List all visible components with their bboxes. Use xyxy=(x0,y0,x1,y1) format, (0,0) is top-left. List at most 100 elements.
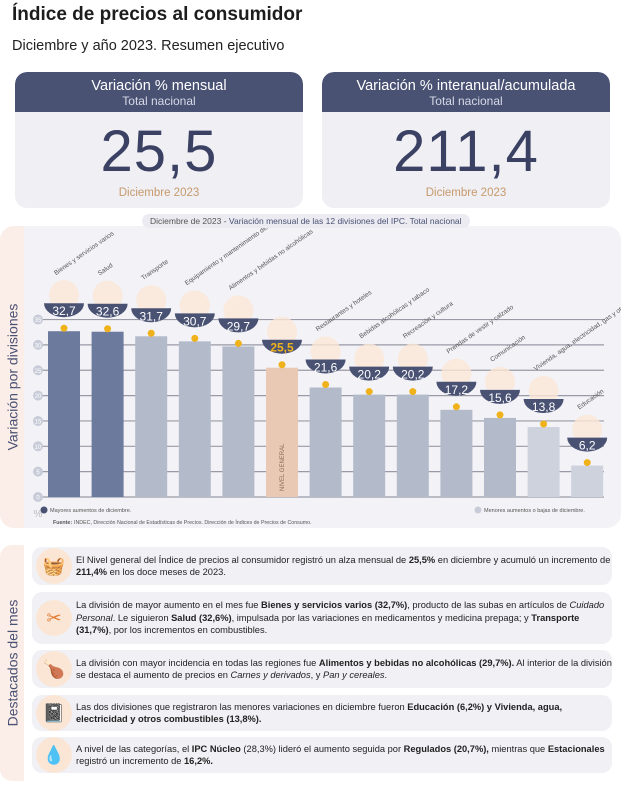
chart-title: Diciembre de 2023 - Variación mensual de… xyxy=(142,214,470,228)
y-tick-label: 30 xyxy=(35,343,42,349)
category-label: Transporte xyxy=(140,258,170,282)
bar-7 xyxy=(353,394,386,497)
value-label: 30,7 xyxy=(183,314,207,328)
category-icon xyxy=(397,343,428,374)
value-badge xyxy=(392,366,433,381)
card-value: 211,4 xyxy=(393,119,539,184)
value-label: 25,5 xyxy=(270,341,294,355)
card-title: Variación % mensual xyxy=(91,78,227,94)
value-dot xyxy=(583,459,591,467)
food-icon: 🍗 xyxy=(36,651,72,687)
monthly-variation-card: Variación % mensual Total nacional 25,5 D… xyxy=(15,72,303,208)
bar-3 xyxy=(178,341,211,497)
value-label: 20,2 xyxy=(358,368,382,382)
y-tick-label: 10 xyxy=(35,445,42,451)
food-basket-icon: 🧺 xyxy=(36,548,72,584)
value-badge xyxy=(436,381,477,396)
value-badge xyxy=(174,313,215,328)
source-label: Fuente: xyxy=(53,520,72,526)
category-icon xyxy=(136,285,167,316)
value-badge xyxy=(523,399,564,414)
highlight-text: El Nivel general del Índice de precios a… xyxy=(76,554,611,578)
highlight-text: Las dos divisiones que registraron las m… xyxy=(76,701,563,725)
category-icon xyxy=(223,295,254,326)
category-icon xyxy=(92,280,123,311)
bar-2 xyxy=(135,336,168,497)
highlight-item: 🧺 El Nivel general del Índice de precios … xyxy=(32,547,612,585)
value-label: 20,2 xyxy=(401,368,425,382)
bar-9 xyxy=(440,409,473,497)
value-dot xyxy=(496,411,504,419)
value-dot xyxy=(278,361,286,369)
card-subtitle: Total nacional xyxy=(429,94,503,108)
highlight-item: 💧 A nivel de las categorías, el IPC Núcle… xyxy=(32,737,612,773)
bar-4 xyxy=(222,346,255,497)
highlight-item: 🍗 La división con mayor incidencia en tod… xyxy=(32,650,612,688)
y-tick-label: 20 xyxy=(35,394,42,400)
card-subtitle: Total nacional xyxy=(122,94,196,108)
value-label: 13,8 xyxy=(532,400,556,414)
notebook-icon: 📓 xyxy=(36,695,72,731)
category-label: Comunicación xyxy=(489,334,527,364)
legend-high-marker xyxy=(40,506,48,514)
y-tick-marker xyxy=(33,339,43,350)
bar-inner-label: NIVEL GENERAL xyxy=(280,443,286,491)
value-label: 17,2 xyxy=(445,383,469,397)
bar-0 xyxy=(48,331,80,497)
value-badge xyxy=(480,389,520,404)
y-tick-marker xyxy=(33,415,43,426)
category-label: Vivienda, agua, electricidad, gas y otro… xyxy=(533,278,621,373)
category-icon xyxy=(179,290,210,321)
y-tick-label: 35 xyxy=(35,318,42,324)
bar-5 xyxy=(266,367,298,497)
value-label: 29,7 xyxy=(227,319,251,333)
card-date: Diciembre 2023 xyxy=(118,187,200,199)
value-dot xyxy=(147,329,155,337)
category-label: Restaurantes y hoteles xyxy=(315,289,374,333)
y-tick-marker xyxy=(33,466,43,477)
bar-1 xyxy=(91,331,124,497)
value-dot xyxy=(234,339,242,347)
scissors-comb-icon: ✂ xyxy=(36,600,72,636)
value-dot xyxy=(60,324,68,332)
category-icon xyxy=(528,376,559,407)
card-value: 25,5 xyxy=(100,119,218,184)
highlights-label: Destacados del mes xyxy=(4,599,20,727)
category-icon xyxy=(485,366,515,397)
bar-8 xyxy=(396,394,429,497)
value-badge xyxy=(262,339,302,354)
value-dot xyxy=(365,388,373,396)
value-dot xyxy=(104,325,112,333)
category-icon xyxy=(572,414,603,445)
value-label: 32,6 xyxy=(96,305,120,319)
y-tick-label: 5 xyxy=(36,470,40,476)
highlights-section: Destacados del mes 🧺 El Nivel general del… xyxy=(0,545,621,781)
highlight-text: A nivel de las categorías, el IPC Núcleo… xyxy=(76,743,605,767)
y-tick-label: 0 xyxy=(36,496,40,502)
value-badge xyxy=(305,359,346,374)
value-label: 21,6 xyxy=(314,360,338,374)
category-icon xyxy=(49,280,79,311)
value-dot xyxy=(540,420,548,428)
card-date: Diciembre 2023 xyxy=(425,187,507,199)
value-dot xyxy=(452,403,460,411)
bar-11 xyxy=(527,427,560,497)
highlight-item: 📓 Las dos divisiones que registraron las … xyxy=(32,695,612,731)
category-label: Educación xyxy=(576,388,605,411)
chart-title-text: Variación mensual de las 12 divisiones d… xyxy=(228,216,462,226)
value-badge xyxy=(44,303,84,318)
category-label: Alimentos y bebidas no alcohólicas xyxy=(228,228,316,292)
page-title: Índice de precios al consumidor xyxy=(12,4,303,25)
legend-low-marker xyxy=(474,506,482,514)
value-label: 31,7 xyxy=(140,309,164,323)
legend-low-text: Menores aumentos o bajas de diciembre. xyxy=(484,508,585,514)
y-tick-marker xyxy=(33,390,43,401)
category-icon xyxy=(310,336,341,367)
categories-icon: 💧 xyxy=(36,737,72,773)
chart-title-date: Diciembre de 2023 xyxy=(150,216,222,226)
highlight-text: La división de mayor aumento en el mes f… xyxy=(76,600,605,636)
y-tick-label: 15 xyxy=(35,419,42,425)
y-tick-marker xyxy=(33,314,43,325)
y-tick-label: 25 xyxy=(35,369,42,375)
value-badge xyxy=(567,437,608,452)
